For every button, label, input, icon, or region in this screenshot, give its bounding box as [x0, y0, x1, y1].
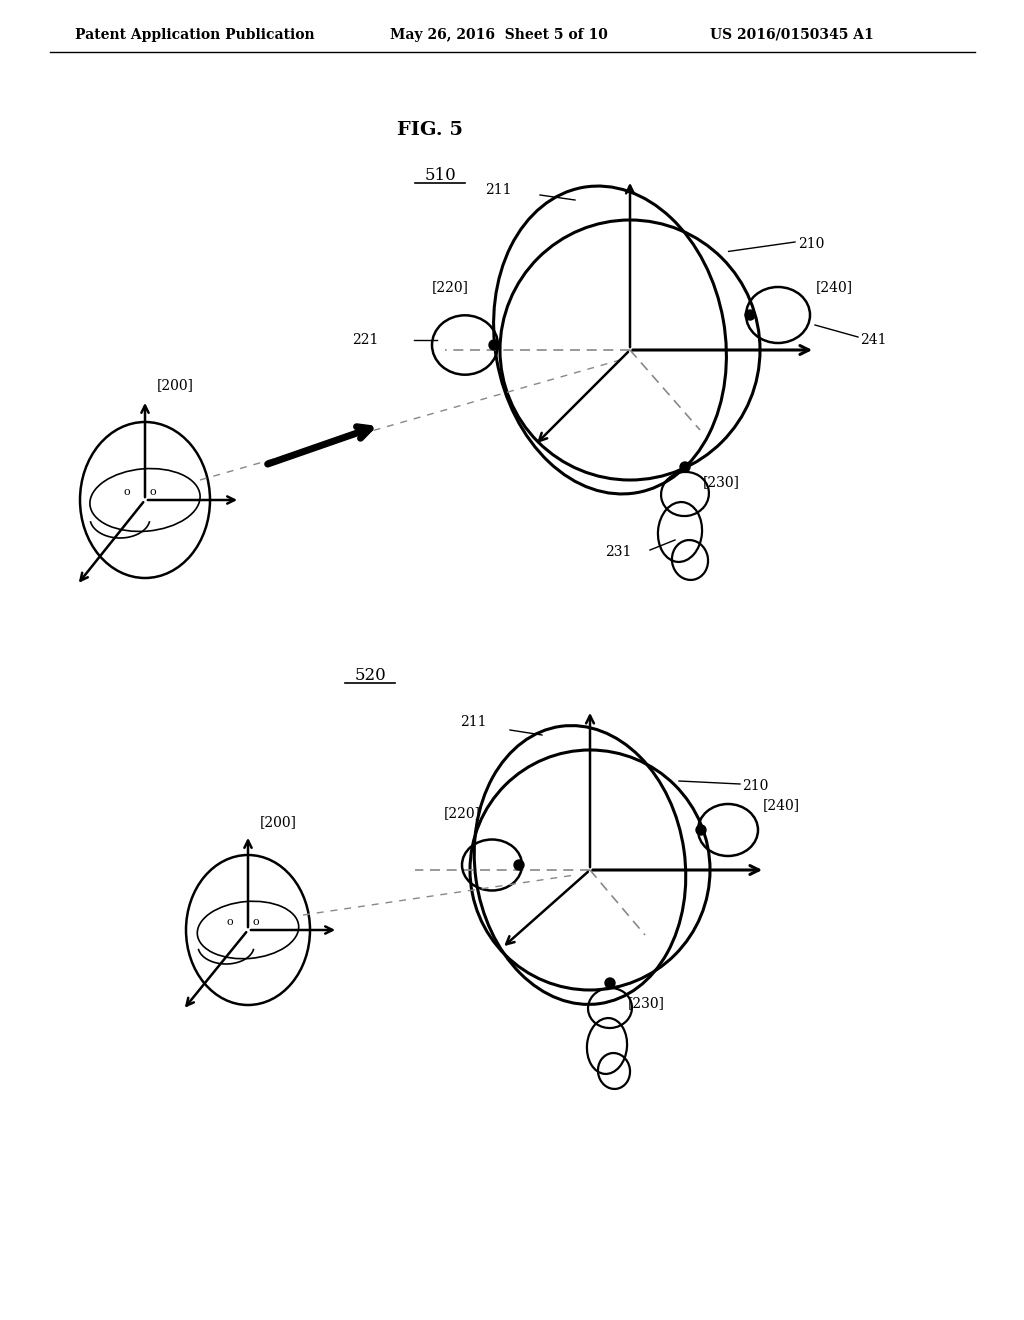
Text: 210: 210: [742, 779, 768, 793]
Text: 520: 520: [354, 667, 386, 684]
Text: [230]: [230]: [703, 475, 740, 488]
Text: [230]: [230]: [628, 997, 665, 1010]
Text: o: o: [253, 917, 259, 927]
Text: FIG. 5: FIG. 5: [397, 121, 463, 139]
Text: 231: 231: [605, 545, 632, 558]
Text: 210: 210: [798, 238, 824, 251]
Text: US 2016/0150345 A1: US 2016/0150345 A1: [710, 28, 873, 42]
Circle shape: [605, 978, 615, 987]
Text: o: o: [150, 487, 157, 498]
Text: 221: 221: [352, 333, 379, 347]
Text: [200]: [200]: [260, 814, 297, 829]
Text: 211: 211: [460, 715, 486, 729]
Circle shape: [489, 341, 499, 350]
Text: o: o: [226, 917, 233, 927]
Text: [240]: [240]: [816, 280, 853, 294]
Circle shape: [696, 825, 706, 836]
Text: [240]: [240]: [763, 799, 800, 812]
Text: 510: 510: [424, 166, 456, 183]
Circle shape: [745, 310, 755, 319]
Circle shape: [514, 861, 524, 870]
Text: 211: 211: [485, 183, 512, 197]
Text: May 26, 2016  Sheet 5 of 10: May 26, 2016 Sheet 5 of 10: [390, 28, 608, 42]
Text: [220]: [220]: [443, 807, 480, 820]
Text: [200]: [200]: [157, 378, 194, 392]
Text: 241: 241: [860, 333, 887, 347]
Text: o: o: [124, 487, 130, 498]
Circle shape: [680, 462, 690, 473]
Text: Patent Application Publication: Patent Application Publication: [75, 28, 314, 42]
Text: [220]: [220]: [431, 280, 469, 294]
